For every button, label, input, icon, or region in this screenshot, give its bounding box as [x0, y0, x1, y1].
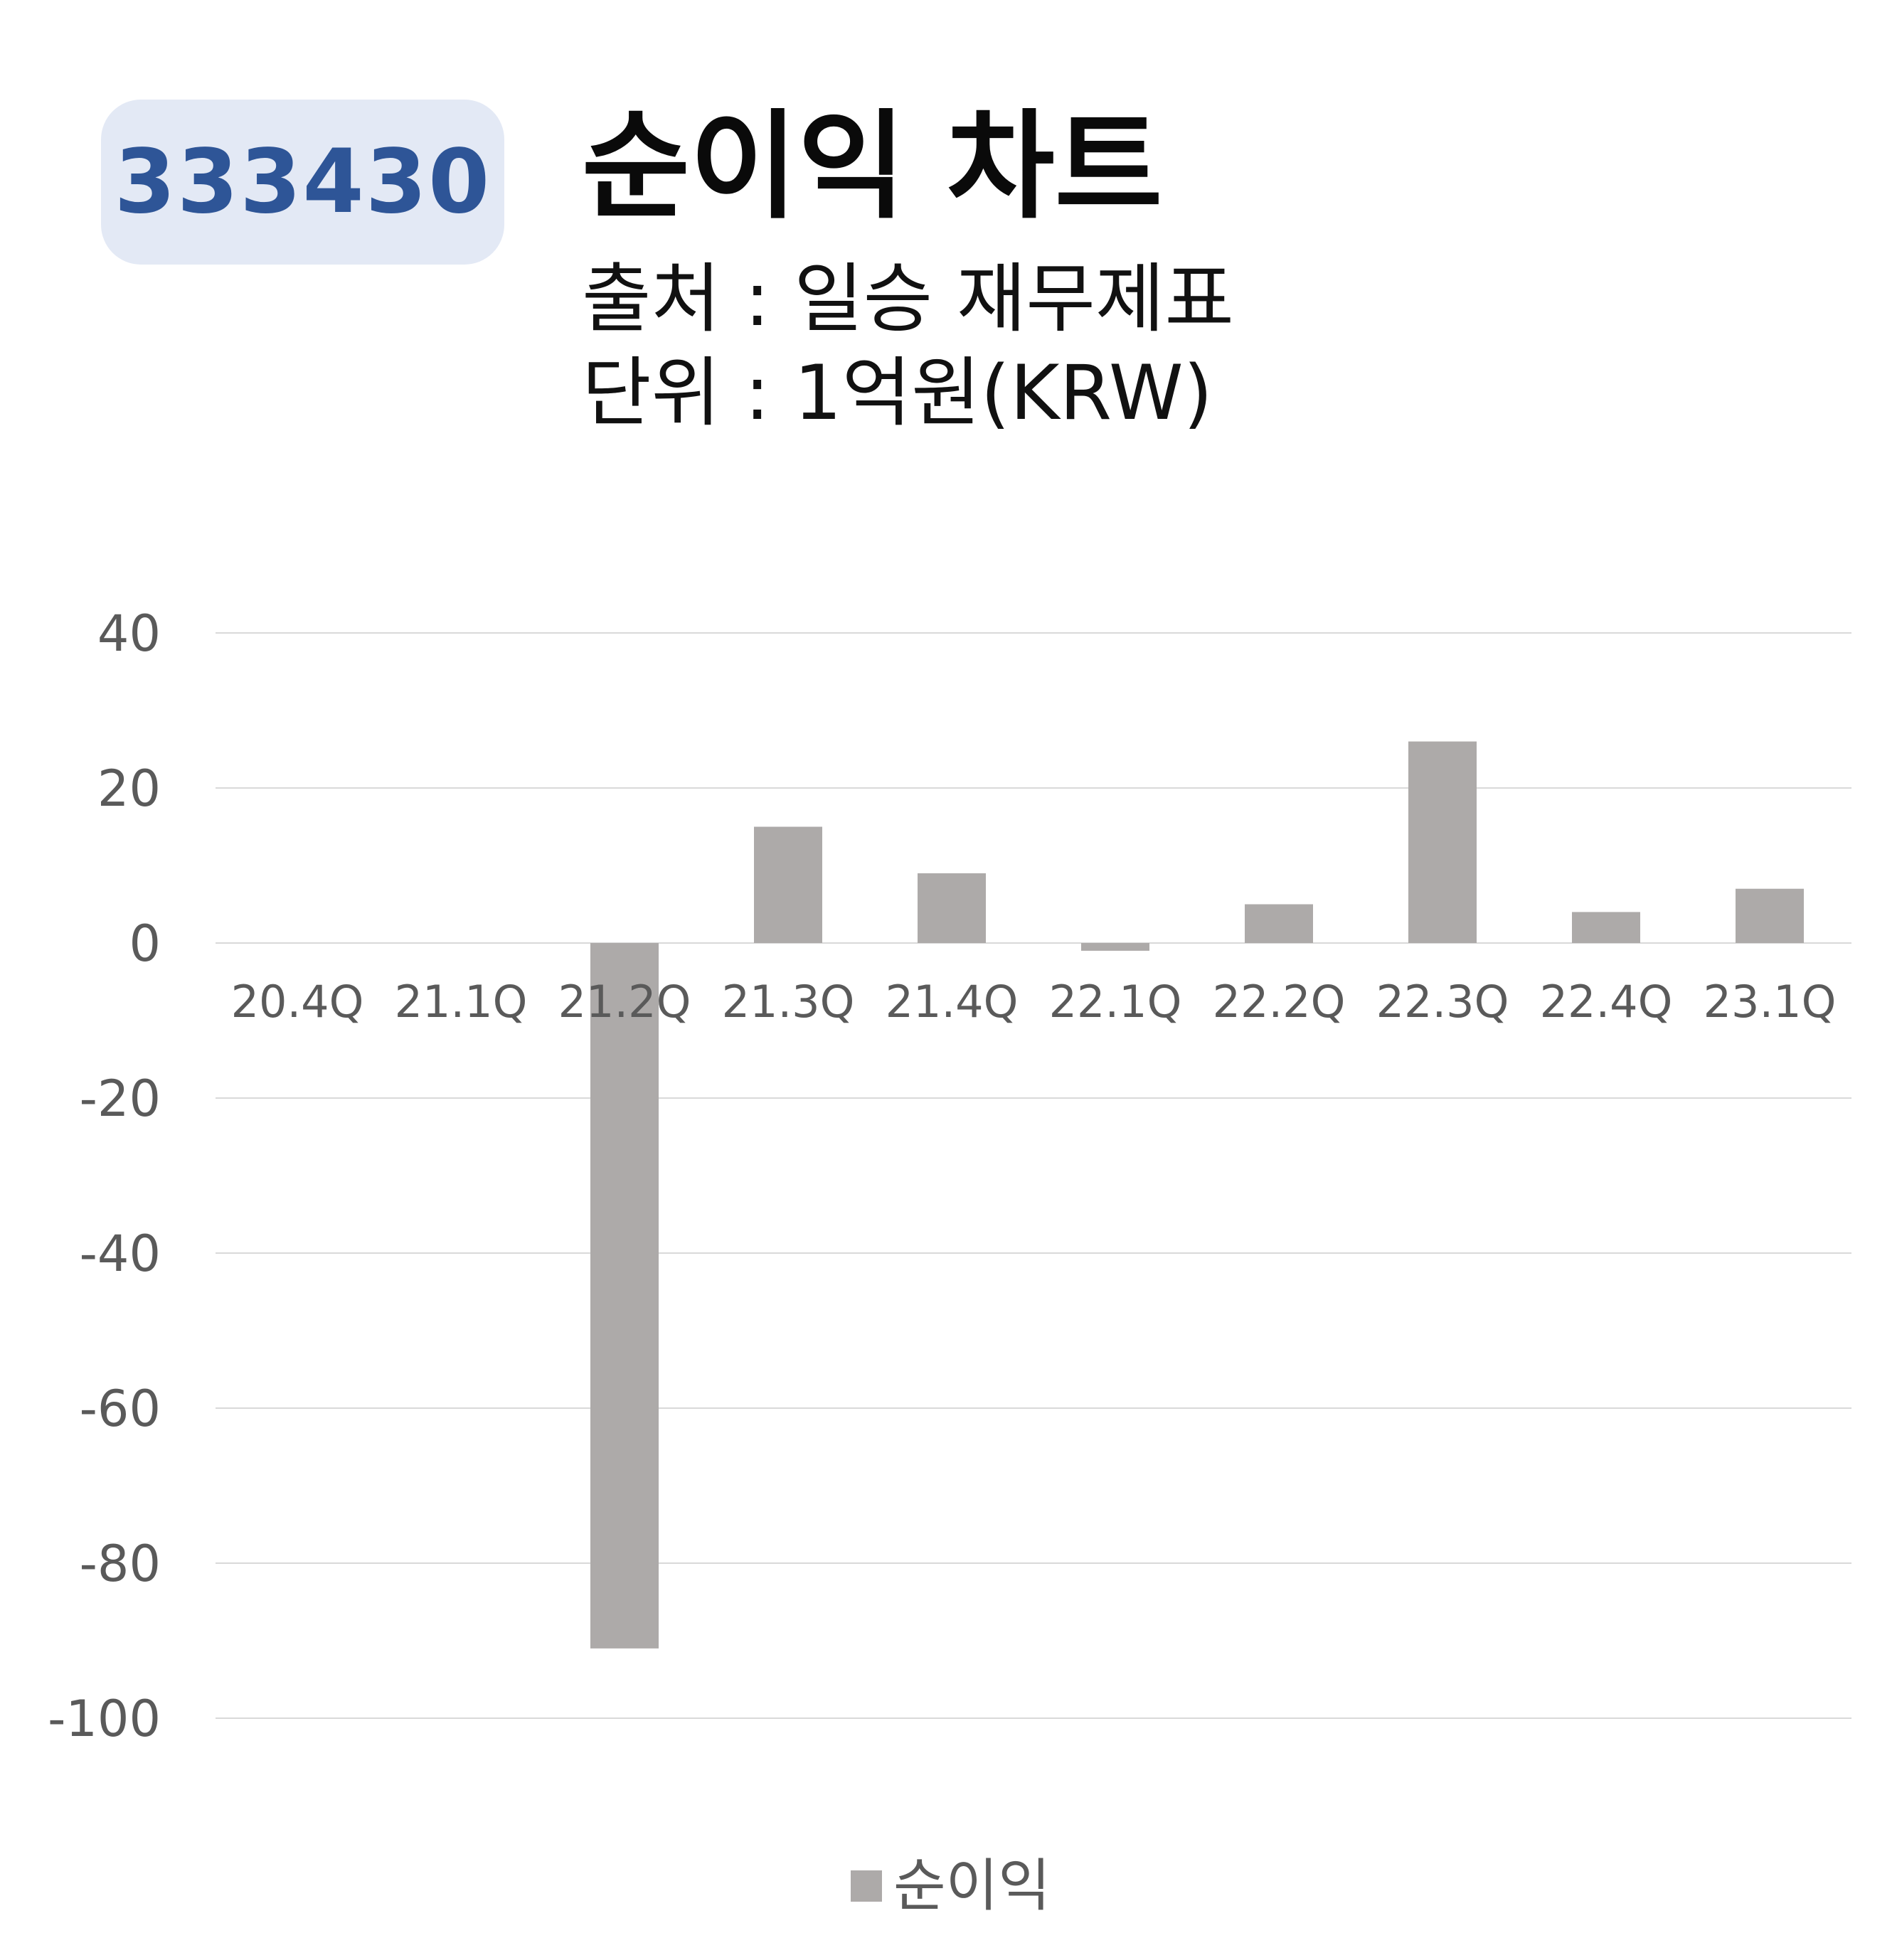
bar	[1081, 943, 1149, 951]
stock-code-badge: 333430	[101, 100, 504, 265]
x-tick-label: 20.4Q	[231, 976, 364, 1028]
bar	[1408, 741, 1477, 943]
legend-swatch	[851, 1870, 882, 1902]
y-tick-label: -100	[48, 1690, 161, 1748]
x-tick-label: 23.1Q	[1704, 976, 1837, 1028]
chart-unit: 단위 : 1억원(KRW)	[582, 349, 1213, 437]
x-tick-label: 22.4Q	[1540, 976, 1673, 1028]
bar	[918, 873, 986, 943]
y-tick-label: -40	[80, 1225, 161, 1283]
chart-title: 순이익 차트	[582, 98, 1163, 235]
x-tick-label: 21.4Q	[886, 976, 1019, 1028]
bar	[1572, 912, 1640, 943]
gridlines	[216, 632, 1851, 1719]
x-tick-label: 21.1Q	[395, 976, 528, 1028]
chart-source: 출처 : 일승 재무제표	[582, 255, 1234, 343]
bar	[1736, 888, 1804, 943]
x-tick-label: 21.3Q	[722, 976, 855, 1028]
x-tick-label: 22.1Q	[1049, 976, 1182, 1028]
stock-code: 333430	[114, 131, 491, 233]
y-tick-label: -80	[80, 1535, 161, 1593]
x-tick-label: 22.3Q	[1376, 976, 1509, 1028]
bar	[754, 826, 822, 943]
y-tick-label: -60	[80, 1380, 161, 1438]
x-tick-label: 22.2Q	[1213, 976, 1346, 1028]
legend-label: 순이익	[893, 1853, 1051, 1919]
y-tick-label: 20	[97, 760, 161, 818]
bars	[590, 741, 1804, 1649]
y-tick-label: -20	[80, 1070, 161, 1128]
y-tick-label: 40	[97, 604, 161, 663]
y-axis-tick-labels: 40 20 0 -20 -40 -60 -80 -100	[48, 604, 161, 1748]
x-tick-label: 21.2Q	[558, 976, 691, 1028]
legend: 순이익	[851, 1858, 1051, 1914]
y-tick-label: 0	[129, 915, 161, 973]
x-axis-tick-labels: 20.4Q 21.1Q 21.2Q 21.3Q 21.4Q 22.1Q 22.2Q 22.3Q…	[231, 976, 1837, 1028]
bar	[590, 943, 659, 1649]
bar	[1245, 904, 1313, 943]
